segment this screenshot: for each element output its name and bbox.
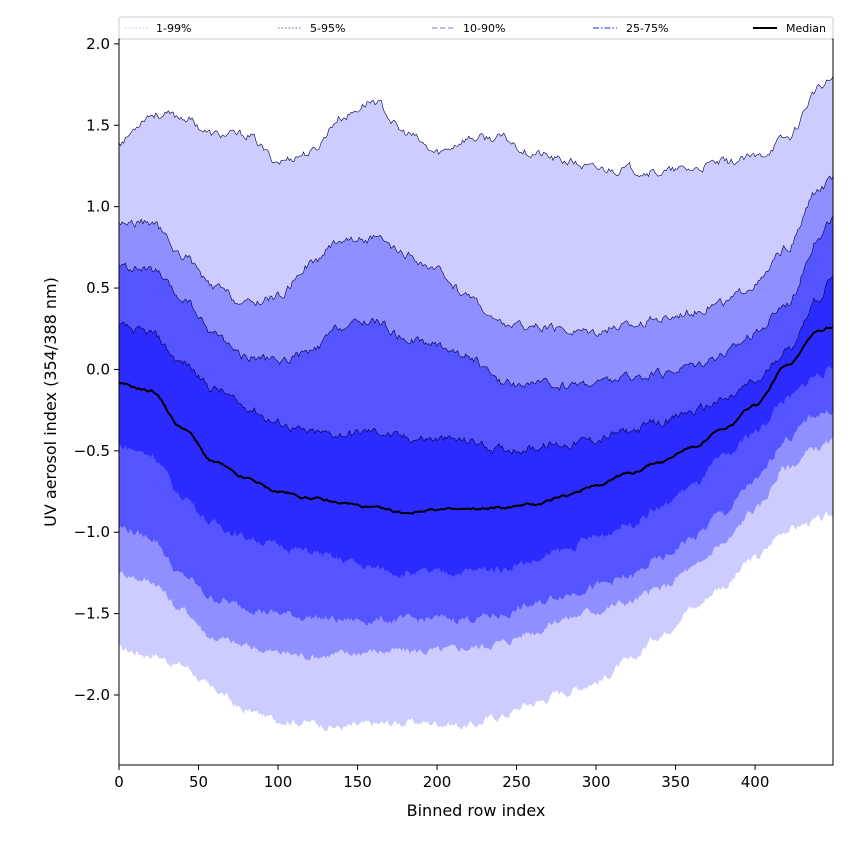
legend-label: 5-95% (310, 22, 345, 35)
y-tick-label: 0.0 (86, 360, 110, 378)
y-tick-label: −2.0 (74, 686, 110, 704)
x-tick-label: 300 (582, 773, 611, 791)
median-line (118, 326, 834, 515)
band-25-75% (119, 275, 833, 578)
legend-label: 25-75% (626, 22, 668, 35)
x-tick-label: 100 (264, 773, 293, 791)
band-upper-edge-1-99% (118, 76, 834, 178)
x-tick-label: 200 (423, 773, 452, 791)
y-tick-label: −1.0 (74, 523, 110, 541)
y-tick-label: −1.5 (74, 605, 110, 623)
x-axis-label: Binned row index (407, 801, 546, 820)
band-upper-edge-5-95% (118, 175, 834, 337)
band-edges (118, 76, 834, 455)
band-upper-edge-10-90% (118, 215, 834, 391)
y-tick-label: 1.5 (86, 116, 110, 134)
legend-label: 10-90% (463, 22, 505, 35)
y-tick-label: −0.5 (74, 442, 110, 460)
legend: 1-99% 5-95% 10-90% 25-75% Median (118, 16, 834, 40)
legend-label: 1-99% (156, 22, 191, 35)
y-tick-label: 0.5 (86, 279, 110, 297)
y-axis-label: UV aerosol index (354/388 nm) (41, 277, 60, 527)
x-tick-label: 150 (343, 773, 372, 791)
band-upper-edge-25-75% (118, 275, 834, 455)
x-tick-label: 350 (661, 773, 690, 791)
x-axis-ticks: 0 50 100 150 200 250 300 350 400 (114, 765, 769, 791)
median-series (118, 326, 834, 515)
legend-label: Median (786, 22, 826, 35)
x-tick-label: 50 (189, 773, 208, 791)
percentile-bands (119, 76, 833, 732)
y-tick-label: 2.0 (86, 35, 110, 53)
x-tick-label: 250 (502, 773, 531, 791)
x-tick-label: 400 (741, 773, 770, 791)
legend-box (118, 16, 834, 40)
y-tick-label: 1.0 (86, 198, 110, 216)
y-axis-ticks: −2.0 −1.5 −1.0 −0.5 0.0 0.5 1.0 1.5 2.0 (74, 35, 119, 704)
x-tick-label: 0 (114, 773, 124, 791)
